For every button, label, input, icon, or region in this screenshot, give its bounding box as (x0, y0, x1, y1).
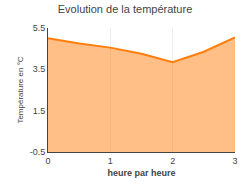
svg-text:3.5: 3.5 (33, 64, 46, 74)
svg-text:2: 2 (170, 156, 175, 166)
svg-text:Evolution de la température: Evolution de la température (58, 3, 193, 15)
svg-text:heure par heure: heure par heure (107, 168, 175, 178)
svg-text:0: 0 (45, 156, 50, 166)
svg-text:3: 3 (232, 156, 237, 166)
svg-text:1.5: 1.5 (33, 106, 46, 116)
svg-text:1: 1 (108, 156, 113, 166)
svg-text:Température en °C: Température en °C (16, 56, 25, 123)
svg-text:-0.5: -0.5 (30, 147, 46, 157)
svg-text:5.5: 5.5 (33, 23, 46, 33)
